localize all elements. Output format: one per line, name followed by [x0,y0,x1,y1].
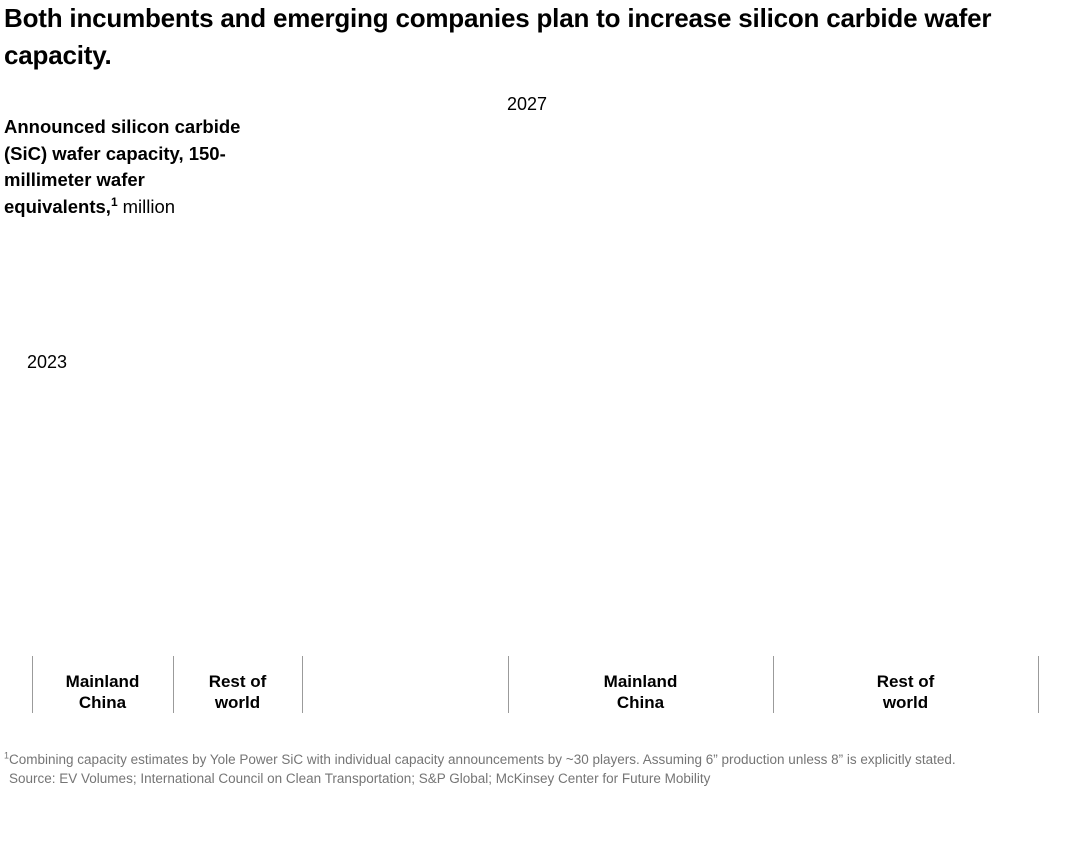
axis-tick [302,656,303,713]
source-line: Source: EV Volumes; International Counci… [9,770,711,786]
year-label-2023: 2023 [27,352,68,372]
axis-tick [773,656,774,713]
axis-tick [173,656,174,713]
subtitle-footnote-marker: 1 [110,194,118,209]
axis-tick [32,656,33,713]
footnote-text: Combining capacity estimates by Yole Pow… [9,752,956,767]
exhibit-title: Both incumbents and emerging companies p… [4,3,992,70]
axis-label-rest-of-world-2023: Rest of world [173,671,302,715]
axis-label-text: Rest of world [208,672,267,712]
axis-label-mainland-china-2023: Mainland China [32,671,173,715]
axis-label-text: Rest of world [876,672,935,712]
exhibit-footer: 1Combining capacity estimates by Yole Po… [4,751,1076,788]
axis-tick [508,656,509,713]
axis-label-mainland-china-2027: Mainland China [508,671,773,715]
year-label-2027: 2027 [507,94,548,114]
axis-label-text: Mainland China [603,672,678,712]
axis-tick [1038,656,1039,713]
axis-label-rest-of-world-2027: Rest of world [773,671,1038,715]
footnote-marker: 1 [4,750,10,761]
axis-label-text: Mainland China [65,672,140,712]
footnote: 1Combining capacity estimates by Yole Po… [4,751,1076,770]
chart-subtitle: Announced silicon carbide (SiC) wafer ca… [4,114,274,220]
subtitle-text: Announced silicon carbide (SiC) wafer ca… [4,116,241,217]
subtitle-unit: million [122,195,176,217]
